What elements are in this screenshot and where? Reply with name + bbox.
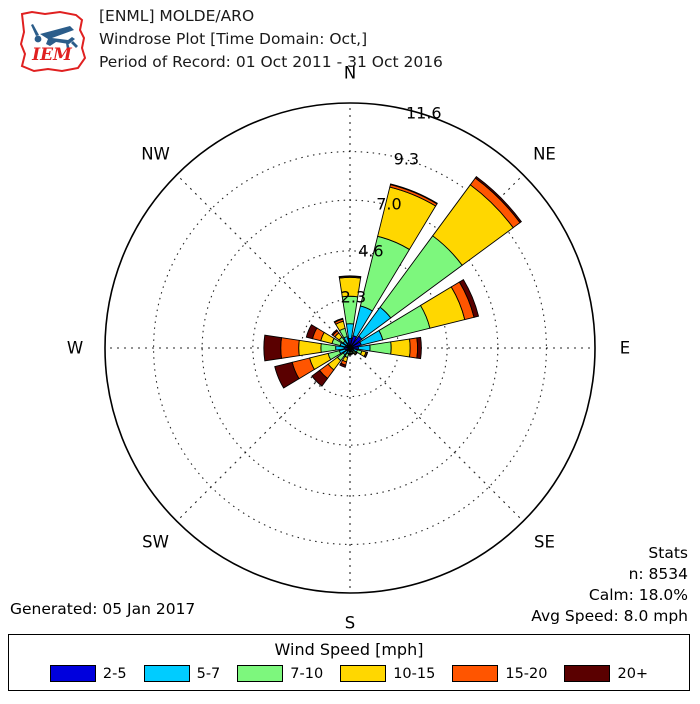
compass-label-w: W bbox=[67, 339, 83, 358]
compass-label-e: E bbox=[620, 339, 630, 358]
legend-swatch bbox=[144, 665, 190, 682]
legend-title: Wind Speed [mph] bbox=[9, 640, 689, 659]
compass-label-nw: NW bbox=[141, 144, 170, 163]
windrose-petal-segment bbox=[264, 335, 282, 361]
stats-calm: Calm: 18.0% bbox=[531, 585, 688, 606]
legend-label: 2-5 bbox=[103, 666, 127, 682]
grid-spoke bbox=[177, 175, 350, 348]
legend-swatch bbox=[564, 665, 610, 682]
legend-item[interactable]: 15-20 bbox=[452, 665, 547, 682]
windrose-petal-segment bbox=[370, 342, 391, 354]
radial-tick-label: 2.3 bbox=[341, 287, 366, 306]
legend-label: 20+ bbox=[617, 666, 648, 682]
compass-label-n: N bbox=[344, 64, 356, 83]
compass-label-sw: SW bbox=[142, 533, 169, 552]
windrose-petal-segment bbox=[281, 338, 300, 359]
legend-swatch bbox=[340, 665, 386, 682]
legend: Wind Speed [mph] 2-5 5-7 7-10 10-15 15-20 20+ bbox=[8, 634, 690, 691]
legend-label: 7-10 bbox=[290, 666, 323, 682]
generated-timestamp: Generated: 05 Jan 2017 bbox=[10, 600, 195, 618]
legend-item[interactable]: 10-15 bbox=[340, 665, 435, 682]
legend-label: 10-15 bbox=[393, 666, 435, 682]
grid-spoke bbox=[350, 348, 523, 521]
windrose-petal-segment bbox=[321, 344, 336, 353]
radial-tick-label: 4.6 bbox=[358, 242, 383, 261]
stats-block: Stats n: 8534 Calm: 18.0% Avg Speed: 8.0… bbox=[531, 543, 688, 627]
legend-item[interactable]: 2-5 bbox=[50, 665, 127, 682]
legend-label: 15-20 bbox=[505, 666, 547, 682]
stats-heading: Stats bbox=[531, 543, 688, 564]
windrose-petal-segment bbox=[417, 337, 422, 358]
radial-tick-label: 7.0 bbox=[376, 194, 401, 213]
stats-n: n: 8534 bbox=[531, 564, 688, 585]
stats-avg-speed: Avg Speed: 8.0 mph bbox=[531, 606, 688, 627]
legend-item[interactable]: 7-10 bbox=[237, 665, 323, 682]
windrose-petal-segment bbox=[299, 340, 322, 355]
legend-item[interactable]: 5-7 bbox=[144, 665, 221, 682]
plot-center-dot bbox=[347, 345, 352, 350]
legend-swatch bbox=[237, 665, 283, 682]
windrose-petal-segment bbox=[391, 339, 410, 357]
compass-label-s: S bbox=[345, 614, 355, 633]
legend-label: 5-7 bbox=[197, 666, 221, 682]
legend-items: 2-5 5-7 7-10 10-15 15-20 20+ bbox=[9, 665, 689, 682]
windrose-petal-segment bbox=[410, 338, 418, 358]
legend-swatch bbox=[50, 665, 96, 682]
radial-tick-label: 9.3 bbox=[394, 149, 419, 168]
legend-item[interactable]: 20+ bbox=[564, 665, 648, 682]
compass-label-ne: NE bbox=[533, 144, 556, 163]
legend-swatch bbox=[452, 665, 498, 682]
radial-tick-label: 11.6 bbox=[406, 104, 442, 123]
